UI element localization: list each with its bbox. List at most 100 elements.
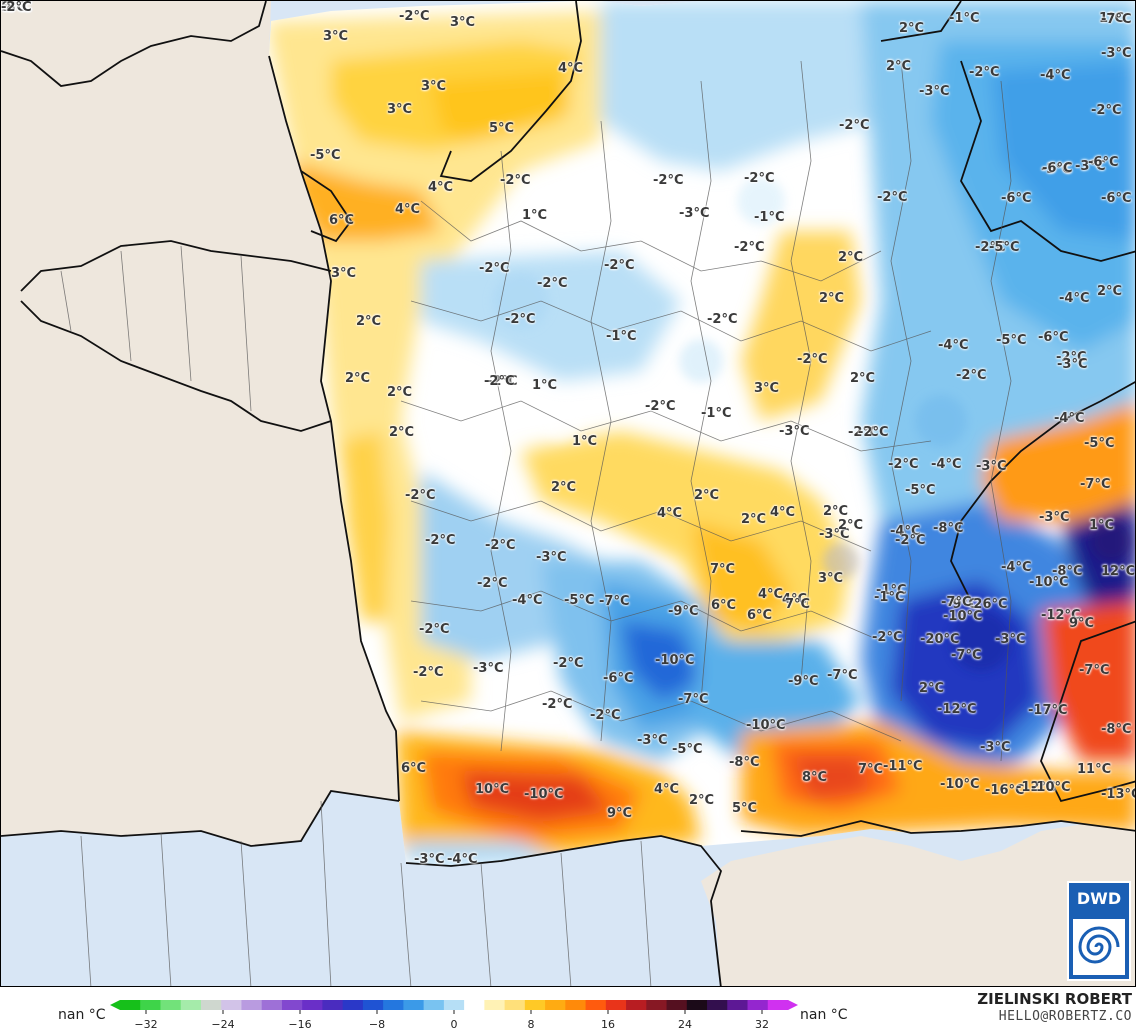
- temperature-label: -4°C: [1040, 68, 1071, 83]
- temperature-label: -9°C: [788, 674, 819, 689]
- temperature-label: -4°C: [1, 0, 32, 15]
- temperature-label: -7°C: [951, 648, 982, 663]
- legend-tick-label: 32: [755, 1018, 769, 1031]
- legend-color-step: [666, 1000, 688, 1010]
- temperature-label: -2°C: [484, 374, 515, 389]
- temperature-label: 9°C: [1069, 616, 1095, 631]
- temperature-label: 1°C: [1089, 518, 1115, 533]
- temperature-label: -20°C: [920, 632, 960, 647]
- temperature-label: -3°C: [1057, 357, 1088, 372]
- temperature-label: 7°C: [710, 562, 736, 577]
- temperature-label: -10°C: [524, 787, 564, 802]
- land-uk: [1, 1, 266, 86]
- legend-color-step: [261, 1000, 283, 1010]
- temperature-label: 3°C: [421, 79, 447, 94]
- country-borders: [1, 1, 1135, 986]
- temperature-label: 7°C: [858, 762, 884, 777]
- temperature-label: -7°C: [599, 594, 630, 609]
- legend-max-arrow: [788, 1000, 798, 1010]
- temperature-label: 4°C: [395, 202, 421, 217]
- temperature-label: -3°C: [779, 424, 810, 439]
- legend-color-step: [646, 1000, 668, 1010]
- legend-color-step: [120, 1000, 141, 1010]
- legend-color-step: [200, 1000, 222, 1010]
- temperature-label: 2°C: [694, 488, 720, 503]
- temperature-label: -5°C: [996, 333, 1027, 348]
- temperature-label: -4°C: [447, 852, 478, 867]
- temperature-label: -6°C: [1038, 330, 1069, 345]
- temperature-label: -9°C: [668, 604, 699, 619]
- legend-color-step: [241, 1000, 263, 1010]
- temperature-label: -1°C: [606, 329, 637, 344]
- temperature-label: -5°C: [989, 240, 1020, 255]
- temperature-label: -6°C: [1101, 191, 1132, 206]
- temperature-label: 10°C: [475, 782, 510, 797]
- temperature-label: -6°C: [1088, 155, 1119, 170]
- legend-color-step: [403, 1000, 425, 1010]
- temperature-label: -3°C: [919, 84, 950, 99]
- legend-color-step: [524, 1000, 546, 1010]
- temperature-label: 3°C: [323, 29, 349, 44]
- temperature-label: -3°C: [473, 661, 504, 676]
- temperature-label: -2°C: [425, 533, 456, 548]
- temperature-label: -2°C: [604, 258, 635, 273]
- temperature-label: -7°C: [941, 595, 972, 610]
- legend-tick-label: 24: [678, 1018, 692, 1031]
- legend-left-label: nan °C: [58, 1007, 106, 1023]
- temperature-label: -2°C: [848, 425, 879, 440]
- color-legend: nan °C −32 −24 −16 −8 0 8 16 24 32 nan °C ZIELIN…: [0, 990, 1138, 1035]
- credit-email[interactable]: HELLO@ROBERTZ.CO: [998, 1009, 1132, 1024]
- legend-color-step: [464, 1000, 485, 1010]
- temperature-label: 6°C: [711, 598, 737, 613]
- temperature-label: 2°C: [886, 59, 912, 74]
- legend-color-step: [545, 1000, 566, 1010]
- temperature-label: -10°C: [940, 777, 980, 792]
- temperature-label: -8°C: [1, 0, 32, 15]
- temperature-label: 2°C: [919, 681, 945, 696]
- temperature-label: -12°C: [1016, 780, 1056, 795]
- map-canvas: [1, 1, 1135, 986]
- temperature-label: -2°C: [877, 190, 908, 205]
- temperature-label: -1°C: [874, 590, 905, 605]
- temperature-label: 2°C: [899, 21, 925, 36]
- temperature-field: [269, 1, 1135, 866]
- temperature-label: -8°C: [729, 755, 760, 770]
- temperature-label: -3°C: [1041, 162, 1072, 177]
- temperature-label: -3°C: [637, 733, 668, 748]
- temperature-label: -8°C: [1, 0, 32, 15]
- temperature-label: 2°C: [1097, 284, 1123, 299]
- temperature-label: 4°C: [758, 587, 784, 602]
- temperature-label: 3°C: [450, 15, 476, 30]
- temperature-label: -2°C: [653, 173, 684, 188]
- temperature-label: -2°C: [487, 374, 518, 389]
- temperature-label: -11°C: [883, 759, 923, 774]
- temperature-label: -9°C: [947, 597, 978, 612]
- temperature-label: -16°C: [985, 783, 1025, 798]
- temperature-label: 2°C: [741, 512, 767, 527]
- temperature-label: -26°C: [968, 597, 1008, 612]
- temperature-label: -3°C: [1101, 46, 1132, 61]
- legend-tick-label: 0: [450, 1018, 458, 1031]
- temperature-label: 2°C: [551, 480, 577, 495]
- temperature-label: -4°C: [1059, 291, 1090, 306]
- legend-color-step: [342, 1000, 364, 1010]
- temperature-label: -10°C: [943, 609, 983, 624]
- temperature-label: -4°C: [931, 457, 962, 472]
- temperature-label: 5°C: [732, 801, 758, 816]
- legend-tick-label: 8: [527, 1018, 535, 1031]
- temperature-label: -3°C: [1, 0, 32, 15]
- temperature-label: -1°C: [876, 583, 907, 598]
- temperature-label: -8°C: [1101, 722, 1132, 737]
- temperature-label: 6°C: [1, 0, 27, 15]
- temperature-label: 2°C: [838, 518, 864, 533]
- legend-right-label: nan °C: [800, 1007, 848, 1023]
- legend-color-step: [767, 1000, 789, 1010]
- temperature-label: -4°C: [890, 524, 921, 539]
- legend-color-step: [585, 1000, 607, 1010]
- temperature-label: -2°C: [797, 352, 828, 367]
- legend-tick-label: 16: [601, 1018, 615, 1031]
- temperature-label: -5°C: [564, 593, 595, 608]
- temperature-label: -10°C: [746, 718, 786, 733]
- temperature-label: 2°C: [356, 314, 382, 329]
- dwd-logo: DWD: [1067, 881, 1131, 981]
